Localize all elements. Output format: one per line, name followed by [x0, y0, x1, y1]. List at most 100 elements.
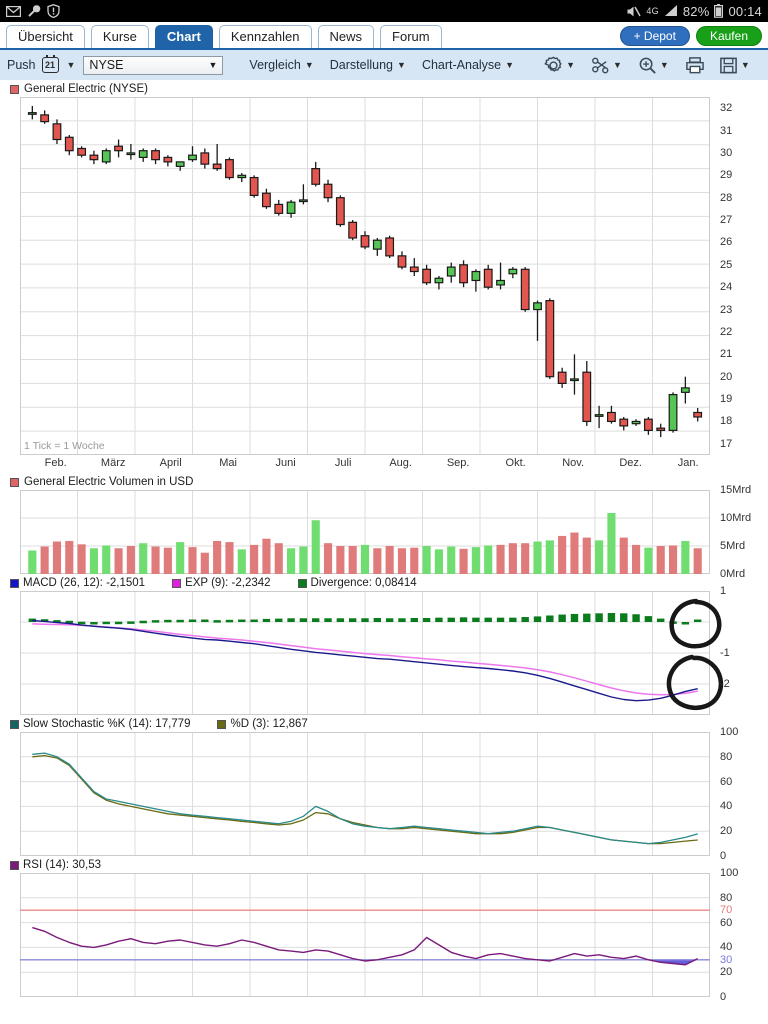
- stoch-d-legend-label: %D (3): 12,867: [230, 718, 308, 730]
- axis-tick-label: 15Mrd: [720, 484, 752, 496]
- calendar-chevron-down-icon[interactable]: ▼: [66, 60, 76, 70]
- stochastic-panel: Slow Stochastic %K (14): 17,779 %D (3): …: [0, 715, 768, 862]
- volume-plot[interactable]: 15Mrd 10Mrd 5Mrd 0Mrd: [19, 484, 751, 580]
- volume-panel-title: General Electric Volumen in USD: [0, 473, 768, 490]
- hand-drawn-annotations: [666, 598, 724, 710]
- axis-tick-label: 19: [720, 393, 733, 406]
- save-icon: [719, 57, 737, 73]
- stoch-d-swatch: [217, 719, 227, 729]
- price-panel-title: General Electric (NYSE): [0, 80, 768, 97]
- stoch-k-legend-label: Slow Stochastic %K (14): 17,779: [23, 718, 191, 730]
- axis-tick-label: 26: [720, 236, 733, 249]
- axis-tick-label: 0: [720, 991, 727, 1003]
- x-axis-tick-label: Feb.: [44, 457, 67, 469]
- add-depot-button[interactable]: + Depot: [619, 26, 690, 46]
- shield-alert-icon: [47, 4, 60, 18]
- push-label[interactable]: Push: [7, 58, 36, 72]
- axis-tick-label: 40: [720, 800, 733, 813]
- macd-plot[interactable]: 1 -1 -2: [19, 585, 730, 716]
- price-panel: General Electric (NYSE) 1 Tick = 1 Woche…: [0, 80, 768, 473]
- exp-swatch: [172, 578, 182, 588]
- x-axis-tick-label: Juli: [334, 457, 352, 469]
- axis-tick-label: 30: [720, 146, 733, 159]
- tab-kennzahlen[interactable]: Kennzahlen: [218, 25, 312, 48]
- axis-tick-label: 31: [720, 124, 733, 137]
- menu-vergleich-label: Vergleich: [249, 58, 301, 72]
- tab-news[interactable]: News: [317, 25, 375, 48]
- chart-stack: General Electric (NYSE) 1 Tick = 1 Woche…: [0, 80, 768, 1003]
- print-button[interactable]: [685, 56, 705, 75]
- price-x-axis: Feb. März April Mai Juni Juli Aug. Sep. Okt. Nov.…: [20, 455, 710, 473]
- chart-toolbar: Push 21 ▼ NYSE ▼ Vergleich ▼ Darstellung…: [0, 50, 768, 80]
- axis-tick-label: 17: [720, 437, 733, 450]
- x-axis-tick-label: Nov.: [562, 457, 585, 469]
- calendar-icon[interactable]: 21: [41, 55, 59, 73]
- save-menu[interactable]: ▼: [719, 56, 750, 75]
- axis-tick-label: 28: [720, 191, 733, 204]
- x-axis-tick-label: Mai: [219, 457, 238, 469]
- axis-tick-label: -1: [720, 647, 730, 659]
- axis-tick-label: 1: [720, 585, 727, 597]
- axis-tick-label: 32: [720, 102, 733, 115]
- macd-legend-divergence: Divergence: 0,08414: [297, 577, 417, 589]
- chevron-down-icon: ▼: [566, 60, 575, 70]
- axis-tick-label: 20: [720, 370, 733, 383]
- axis-tick-label: 80: [720, 891, 733, 904]
- chevron-down-icon: ▼: [740, 60, 750, 70]
- price-legend-swatch: [10, 84, 19, 94]
- menu-vergleich[interactable]: Vergleich ▼: [249, 58, 313, 72]
- divergence-legend-label: Divergence: 0,08414: [310, 577, 417, 589]
- price-plot[interactable]: 1 Tick = 1 Woche 32 31 30 29 28 27 26 25 24 23 22 2…: [19, 96, 732, 456]
- axis-tick-label: 10Mrd: [720, 512, 752, 524]
- tab-uebersicht[interactable]: Übersicht: [6, 25, 85, 48]
- tab-kurse[interactable]: Kurse: [90, 25, 149, 48]
- menu-darstellung[interactable]: Darstellung ▼: [330, 58, 406, 72]
- tab-forum[interactable]: Forum: [380, 25, 442, 48]
- status-right-cluster: 4G 82% 00:14: [626, 4, 762, 19]
- macd-y-axis: 1 -1 -2: [710, 585, 768, 715]
- mute-icon: [627, 6, 642, 16]
- macd-legend-macd: MACD (26, 12): -2,1501: [10, 577, 145, 589]
- x-axis-tick-label: Jan.: [677, 457, 699, 469]
- exp-legend-label: EXP (9): -2,2342: [185, 577, 271, 589]
- chevron-down-icon: ▼: [208, 60, 218, 70]
- axis-tick-label: 0Mrd: [720, 568, 746, 580]
- divergence-swatch: [297, 578, 307, 588]
- x-axis-tick-label: Juni: [275, 457, 296, 469]
- rsi-panel-title: RSI (14): 30,53: [0, 856, 768, 873]
- exchange-select[interactable]: NYSE ▼: [83, 55, 224, 75]
- gear-icon: [544, 56, 562, 72]
- settings-menu[interactable]: ▼: [544, 56, 575, 75]
- main-tab-bar: Übersicht Kurse Chart Kennzahlen News Fo…: [0, 22, 768, 50]
- tab-chart[interactable]: Chart: [154, 25, 213, 48]
- rsi-y-axis: 100 80 70 60 40 30 20 0: [710, 867, 768, 1003]
- clock-label: 00:14: [728, 3, 762, 19]
- rsi-plot[interactable]: 100 80 70 60 40 30 20 0: [19, 867, 738, 1003]
- menu-darstellung-label: Darstellung: [329, 58, 394, 72]
- axis-tick-label: 20: [720, 966, 733, 979]
- axis-tick-label: 60: [720, 916, 733, 929]
- price-panel-label: General Electric (NYSE): [24, 83, 148, 95]
- buy-button[interactable]: Kaufen: [695, 26, 762, 46]
- axis-tick-label: 18: [720, 415, 733, 428]
- chevron-down-icon: ▼: [304, 60, 314, 70]
- chevron-down-icon: ▼: [397, 60, 406, 70]
- menu-chart-analyse-label: Chart-Analyse: [421, 58, 502, 72]
- chevron-down-icon: ▼: [659, 60, 669, 70]
- zoom-menu[interactable]: ▼: [638, 56, 669, 75]
- stochastic-panel-title: Slow Stochastic %K (14): 17,779 %D (3): …: [0, 715, 768, 732]
- axis-tick-label: 21: [720, 348, 733, 361]
- price-y-axis: 32 31 30 29 28 27 26 25 24 23 22 21 20 19 18 17: [710, 97, 768, 455]
- axis-tick-label: 0: [720, 850, 727, 862]
- x-axis-tick-label: März: [100, 457, 126, 469]
- stochastic-plot[interactable]: 100 80 60 40 20 0: [19, 726, 738, 862]
- indicator-menu[interactable]: ▼: [591, 56, 622, 75]
- rsi-panel: RSI (14): 30,53 100 80 70 60 40 30 20 0: [0, 856, 768, 1003]
- volume-panel-label: General Electric Volumen in USD: [24, 476, 194, 488]
- x-axis-tick-label: Aug.: [389, 457, 412, 469]
- axis-tick-label: 22: [720, 325, 733, 338]
- menu-chart-analyse[interactable]: Chart-Analyse ▼: [422, 58, 514, 72]
- stochastic-y-axis: 100 80 60 40 20 0: [710, 726, 768, 862]
- axis-tick-label: 5Mrd: [720, 540, 746, 552]
- wrench-icon: [28, 5, 41, 17]
